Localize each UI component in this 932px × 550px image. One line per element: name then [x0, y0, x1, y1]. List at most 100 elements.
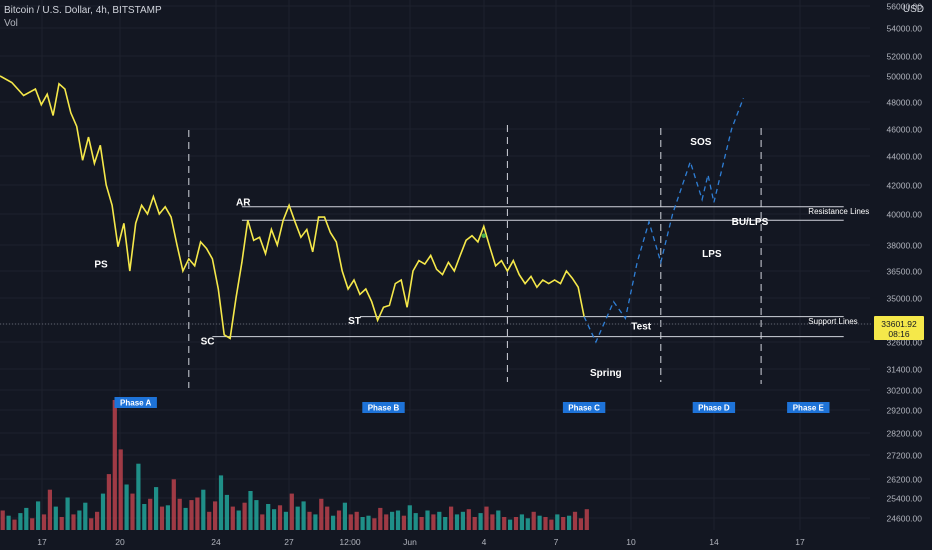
volume-bar [207, 512, 211, 530]
volume-bar [189, 500, 193, 530]
volume-bar [30, 518, 34, 530]
volume-bar [260, 514, 264, 530]
volume-bar [136, 464, 140, 530]
price-tick-label: 54000.00 [887, 24, 923, 34]
price-tick-label: 25400.00 [887, 494, 923, 504]
volume-bar [449, 507, 453, 530]
volume-bar [573, 512, 577, 530]
time-tick-label: 24 [211, 537, 221, 547]
price-tick-label: 29200.00 [887, 406, 923, 416]
volume-bar [526, 518, 530, 530]
volume-bar [408, 505, 412, 530]
annotation-label: Spring [590, 368, 622, 379]
price-tick-label: 27200.00 [887, 451, 923, 461]
volume-bar [195, 498, 199, 531]
currency-label: USD [903, 4, 924, 15]
volume-bar [579, 518, 583, 530]
volume-bar [325, 507, 329, 530]
annotation-label: LPS [702, 249, 722, 260]
volume-bar [561, 517, 565, 530]
volume-bar [473, 517, 477, 530]
time-tick-label: 12:00 [339, 537, 361, 547]
time-axis[interactable]: 17 20 24 27 12:00 Jun 4 7 10 14 17 [0, 532, 932, 550]
volume-bar [296, 507, 300, 530]
volume-bar [402, 516, 406, 530]
volume-bar [278, 505, 282, 530]
phase-badge-label: Phase C [568, 404, 600, 413]
annotation-label: BU/LPS [732, 217, 769, 228]
volume-bar [248, 491, 252, 530]
annotation-label: Test [631, 321, 651, 332]
time-tick-label: 4 [482, 537, 487, 547]
chart-header: Bitcoin / U.S. Dollar, 4h, BITSTAMP Vol [4, 4, 162, 30]
symbol-title[interactable]: Bitcoin / U.S. Dollar, 4h, BITSTAMP [4, 4, 162, 17]
phase-badges: Phase APhase B Phase C Phase D Phase E [115, 397, 830, 413]
phase-badge: Phase E [787, 402, 829, 413]
price-tick-label: 31400.00 [887, 365, 923, 375]
volume-bar [555, 514, 559, 530]
volume-bar [343, 503, 347, 530]
volume-bar [567, 516, 571, 530]
volume-bar [166, 505, 170, 530]
volume-bar [48, 490, 52, 530]
volume-bar [331, 516, 335, 530]
volume-bar [549, 520, 553, 530]
volume-bar [54, 507, 58, 530]
volume-bar [219, 475, 223, 530]
price-tick-label: 44000.00 [887, 152, 923, 162]
annotation-label: SC [201, 336, 215, 347]
volume-bar [396, 511, 400, 531]
volume-bar [89, 518, 93, 530]
annotation-label: PS [94, 260, 108, 271]
volume-bar [319, 499, 323, 530]
volume-bar [532, 512, 536, 530]
volume-bar [366, 516, 370, 530]
phase-badge: Phase A [115, 397, 157, 408]
volume-bar [148, 499, 152, 530]
volume-bar [225, 495, 229, 530]
volume-bar [113, 400, 117, 530]
current-price-tag: 33601.92 08:16 [874, 316, 924, 340]
volume-bar [337, 511, 341, 531]
time-tick-label: 27 [284, 537, 294, 547]
volume-bar [484, 507, 488, 530]
volume-bar [414, 513, 418, 530]
time-axis-bg [0, 532, 932, 550]
volume-bar [585, 509, 589, 530]
volume-bar [237, 511, 241, 531]
volume-bar [514, 517, 518, 530]
volume-bar [272, 509, 276, 530]
volume-bar [1, 511, 5, 531]
volume-bar [107, 474, 111, 530]
time-tick-label: 10 [626, 537, 636, 547]
volume-bar [461, 512, 465, 530]
price-tag-countdown: 08:16 [888, 329, 910, 339]
price-axis[interactable]: 56000.00 54000.00 52000.00 50000.00 48000.00… [872, 0, 932, 550]
volume-bar [372, 518, 376, 530]
price-tick-label: 46000.00 [887, 125, 923, 135]
volume-bar [384, 514, 388, 530]
annotation-label: Support Lines [808, 317, 857, 326]
volume-bar [479, 513, 483, 530]
time-tick-label: 7 [554, 537, 559, 547]
volume-bar [60, 517, 64, 530]
price-tick-label: 48000.00 [887, 98, 923, 108]
phase-badge-label: Phase D [698, 404, 730, 413]
volume-bar [538, 516, 542, 530]
volume-bar [361, 517, 365, 530]
volume-bar [502, 517, 506, 530]
volume-bars [1, 400, 589, 530]
wyckoff-annotations: PS SC AR ST Spring Test LPS BU/LPS SOS Resistance… [94, 137, 869, 379]
volume-bar [71, 514, 75, 530]
price-tick-label: 26200.00 [887, 475, 923, 485]
price-tick-label: 36500.00 [887, 267, 923, 277]
volume-bar [284, 512, 288, 530]
volume-bar [42, 514, 46, 530]
phase-badge-label: Phase E [793, 404, 825, 413]
volume-indicator-label[interactable]: Vol [4, 17, 162, 30]
time-tick-label: 20 [115, 537, 125, 547]
volume-bar [213, 501, 217, 530]
volume-bar [349, 514, 353, 530]
volume-bar [437, 512, 441, 530]
